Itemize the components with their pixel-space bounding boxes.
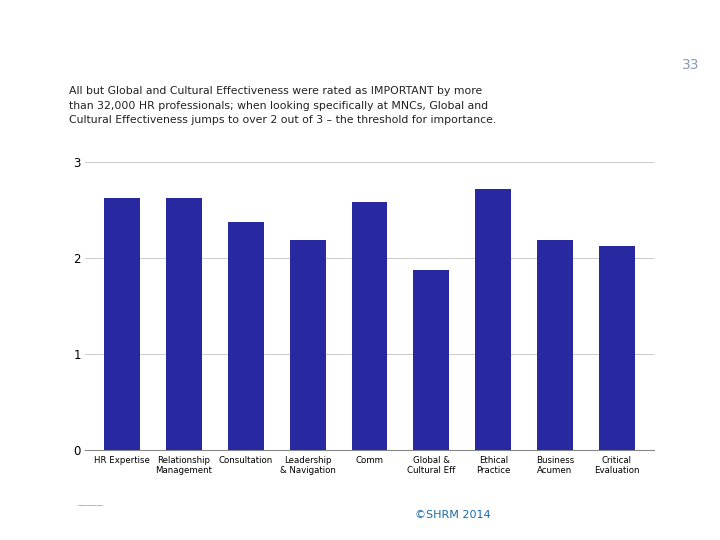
Text: Ratings:  Overall: Ratings: Overall: [261, 52, 456, 72]
Text: ────────: ────────: [77, 504, 103, 509]
Bar: [413, 269, 449, 450]
Text: 33: 33: [683, 58, 700, 72]
Bar: [166, 198, 202, 450]
Text: ©SHRM 2014: ©SHRM 2014: [415, 510, 490, 520]
Text: SHRM: SHRM: [71, 481, 109, 491]
Bar: [537, 240, 573, 450]
Bar: [475, 189, 511, 450]
Bar: [351, 202, 387, 450]
Bar: [599, 246, 635, 450]
Bar: [104, 199, 140, 450]
Bar: [228, 221, 264, 450]
Bar: [289, 240, 325, 450]
Text: Competency Importance: Competency Importance: [215, 18, 503, 38]
Text: All but Global and Cultural Effectiveness were rated as IMPORTANT by more
than 3: All but Global and Cultural Effectivenes…: [69, 86, 496, 125]
